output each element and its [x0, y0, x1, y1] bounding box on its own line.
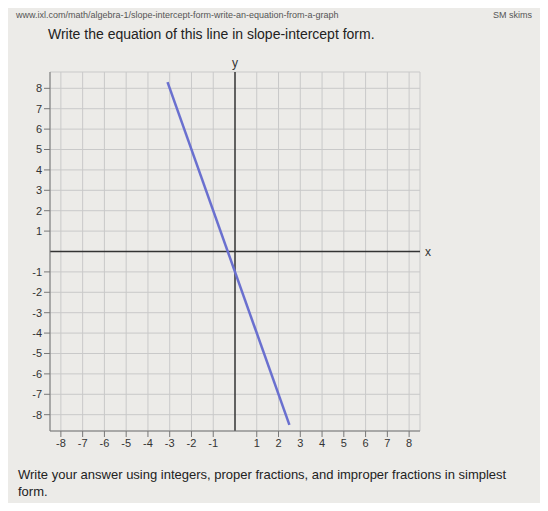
svg-text:5: 5: [341, 437, 347, 449]
svg-text:-8: -8: [32, 409, 42, 421]
svg-text:3: 3: [36, 184, 42, 196]
svg-text:-5: -5: [32, 347, 42, 359]
html-text:Write the equation of this lin: Write the equation of this line in slope…: [48, 26, 375, 42]
svg-text:-3: -3: [32, 307, 42, 319]
svg-text:-6: -6: [100, 437, 110, 449]
svg-text:-7: -7: [78, 437, 88, 449]
svg-text:8: 8: [36, 82, 42, 94]
svg-text:-2: -2: [187, 437, 197, 449]
svg-text:4: 4: [319, 437, 325, 449]
html-text:Write your answer using intege: Write your answer using integers, proper…: [18, 467, 507, 499]
svg-text:1: 1: [36, 225, 42, 237]
svg-text:7: 7: [36, 103, 42, 115]
svg-text:4: 4: [36, 164, 42, 176]
svg-text:-4: -4: [32, 327, 42, 339]
svg-text:5: 5: [36, 143, 42, 155]
svg-text:2: 2: [36, 205, 42, 217]
svg-text:-8: -8: [56, 437, 66, 449]
html-text:SM skims: SM skims: [493, 10, 532, 20]
svg-text:-6: -6: [32, 368, 42, 380]
svg-text:3: 3: [297, 437, 303, 449]
svg-text:-5: -5: [121, 437, 131, 449]
svg-text:2: 2: [275, 437, 281, 449]
svg-text:6: 6: [363, 437, 369, 449]
svg-text:-2: -2: [32, 286, 42, 298]
svg-text:x: x: [425, 245, 431, 259]
svg-text:-1: -1: [208, 437, 218, 449]
svg-text:7: 7: [384, 437, 390, 449]
svg-text:-1: -1: [32, 266, 42, 278]
svg-text:-4: -4: [143, 437, 153, 449]
svg-text:-7: -7: [32, 388, 42, 400]
svg-text:8: 8: [406, 437, 412, 449]
svg-text:y: y: [232, 56, 238, 70]
svg-text:-3: -3: [165, 437, 175, 449]
svg-text:6: 6: [36, 123, 42, 135]
svg-text:1: 1: [254, 437, 260, 449]
html-text:www.ixl.com/math/algebra-1/slo: www.ixl.com/math/algebra-1/slope-interce…: [16, 10, 339, 20]
